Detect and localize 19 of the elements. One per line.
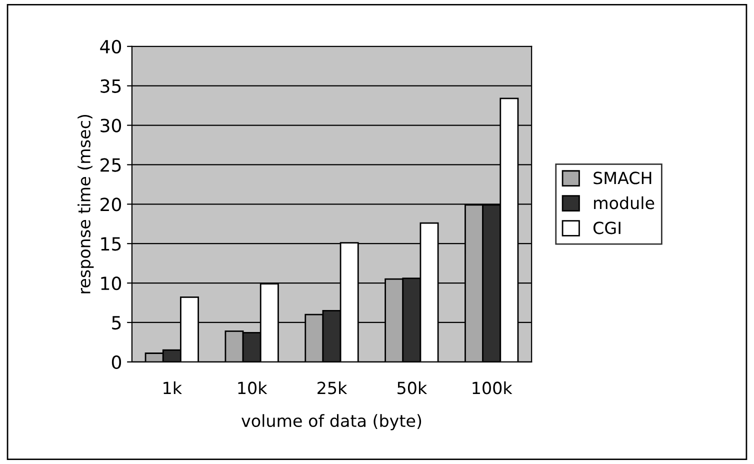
y-tick-label: 30 [100, 118, 122, 132]
legend-label: SMACH [594, 172, 652, 184]
y-tick-label: 20 [100, 198, 122, 212]
x-axis-title: volume of data (byte) [242, 414, 422, 430]
y-tick-label: 5 [112, 316, 121, 330]
x-tick-label: 100k [472, 381, 512, 394]
legend-label: CGI [593, 222, 620, 234]
y-axis-title: response time (msec) [78, 114, 94, 294]
y-tick-label: 25 [100, 158, 121, 172]
y-tick-label: 10 [101, 276, 122, 290]
x-tick-label: 1k [164, 381, 182, 394]
y-tick-label: 0 [112, 355, 122, 370]
y-tick-label: 35 [100, 79, 121, 93]
x-tick-label: 25k [318, 381, 348, 394]
y-tick-label: 40 [100, 40, 122, 54]
legend-label: module [594, 196, 654, 210]
x-tick-label: 10k [238, 381, 268, 394]
y-tick-label: 15 [101, 237, 121, 251]
x-tick-label: 50k [398, 381, 428, 394]
